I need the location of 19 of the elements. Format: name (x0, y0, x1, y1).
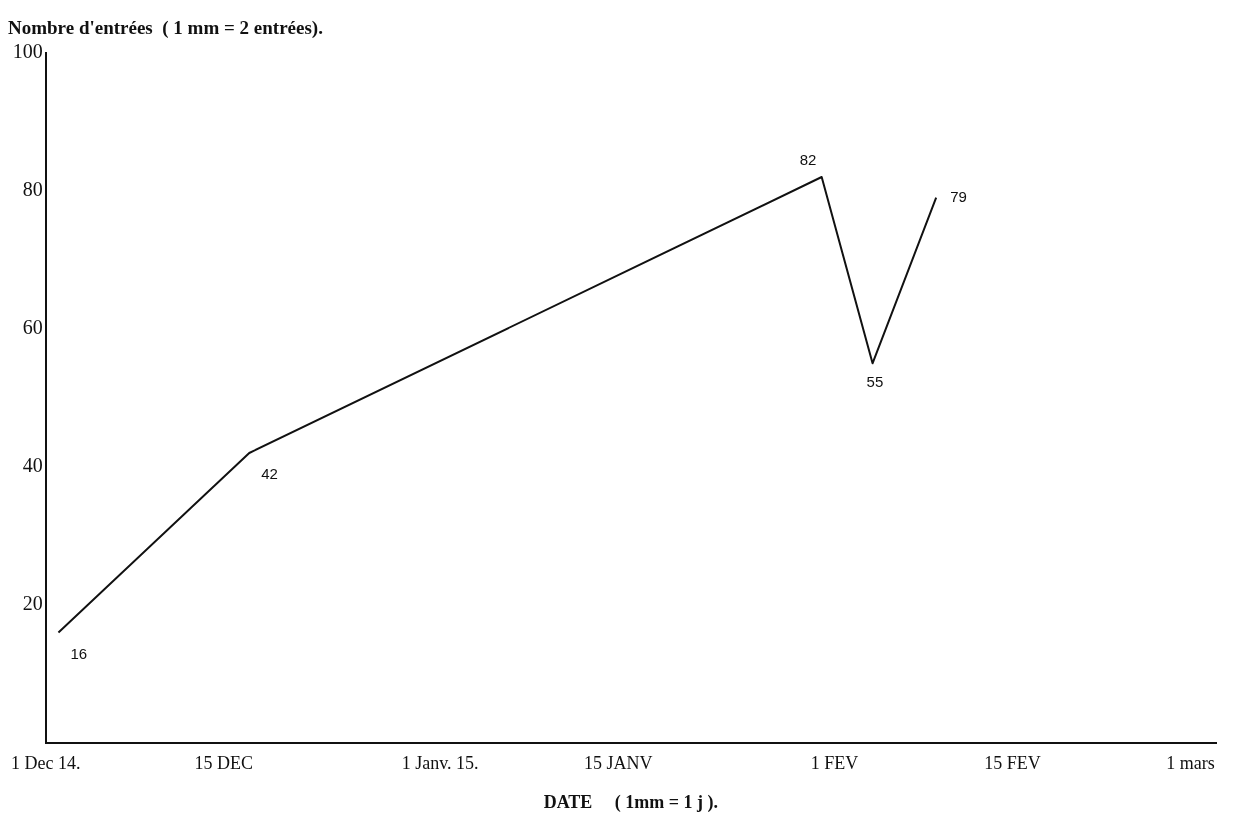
x-tick-label: 1 Janv. 15. (401, 753, 479, 774)
y-tick-label: 100 (12, 40, 43, 63)
data-label: 82 (799, 151, 817, 169)
data-label: 79 (950, 187, 967, 205)
x-tick-label: 1 Dec 14. (11, 753, 81, 774)
x-tick-label: 15 JANV (583, 753, 653, 774)
x-axis-title: DATE ( 1mm = 1 j ). (543, 791, 719, 813)
y-tick-label: 60 (22, 316, 43, 339)
data-label: 55 (866, 373, 884, 391)
y-tick-label: 80 (22, 178, 43, 201)
x-tick-label: 15 FEV (984, 753, 1041, 774)
y-tick-label: 40 (22, 454, 43, 477)
x-tick-label: 15 DEC (194, 753, 254, 774)
data-label: 42 (261, 465, 278, 483)
data-label: 16 (70, 644, 88, 662)
y-tick-label: 20 (22, 592, 43, 615)
x-tick-label: 1 FEV (810, 753, 859, 774)
x-tick-label: 1 mars (1166, 753, 1215, 774)
chart-title: Nombre d'entrées ( 1 mm = 2 entrées). (8, 17, 323, 40)
